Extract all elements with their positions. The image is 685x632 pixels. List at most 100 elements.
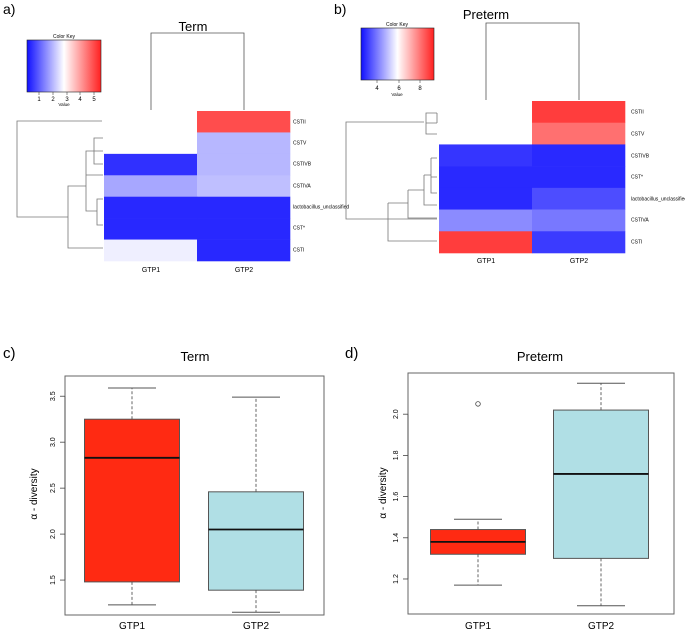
heatmap-cell-cstii-gtp2 [197, 111, 291, 133]
panel-b-row-label: CSTII [631, 109, 644, 115]
heatmap-cell-cst--gtp1 [104, 218, 198, 240]
panel-b-row-label: CSTI [631, 239, 642, 245]
panel-c-xtick-label: GTP1 [119, 621, 146, 632]
box-gtp2 [208, 491, 304, 591]
panel-d-xtick-label: GTP2 [588, 621, 615, 632]
panel-b-row-label: lactobacillus_unclassified [631, 196, 685, 202]
heatmap-cell-cstiva-gtp2 [197, 175, 291, 198]
heatmap-cell-cstivb-gtp2 [532, 144, 626, 167]
panel-c-title: Term [181, 349, 210, 364]
panel-a-color-key-xlabel: Value [58, 102, 70, 107]
panel-a-key-tick-label: 5 [92, 97, 96, 103]
panel-c-ytick-label: 1.5 [50, 575, 57, 585]
panel-a-heatmap-cells [104, 111, 291, 262]
panel-b-row-label: CSTV [631, 131, 645, 137]
panel-a-key-tick-label: 2 [51, 97, 55, 103]
panel-d: d) Preterm 1.2 1.4 1.6 1.8 2.0 α - diver… [345, 345, 675, 632]
heatmap-cell-cstii-gtp2 [532, 101, 626, 124]
heatmap-cell-cst--gtp2 [197, 218, 291, 240]
panel-a-row-dendrogram [16, 120, 103, 249]
panel-d-ytick-label: 1.6 [393, 492, 400, 502]
heatmap-cell-cstv-gtp2 [532, 122, 626, 145]
panel-a-row-label: CSTII [293, 119, 306, 125]
panel-c-ylabel: α - diversity [29, 468, 40, 519]
panel-c: c) Term 1.5 2.0 2.5 3.0 3.5 α - diversit… [3, 345, 325, 632]
heatmap-cell-lactobacillus-unclassified-gtp1 [104, 196, 198, 219]
panel-c-y-ticks: 1.5 2.0 2.5 3.0 3.5 [50, 391, 66, 585]
panel-d-title: Preterm [517, 349, 563, 364]
panel-a-column-dendrogram [150, 32, 245, 110]
panel-c-xtick-label: GTP2 [243, 621, 270, 632]
panel-c-ytick-label: 3.0 [50, 437, 57, 447]
panel-b-heatmap-cells [439, 101, 626, 254]
panel-a-key-tick-label: 4 [78, 97, 82, 103]
panel-d-boxes [430, 382, 649, 607]
panel-b-title: Preterm [463, 7, 509, 22]
panel-b-key-tick-label: 8 [418, 86, 422, 92]
panel-a-row-label: CSTI [293, 247, 304, 253]
panel-a-color-key-title: Color Key [53, 34, 75, 40]
panel-b-color-key-ticks: 4 6 8 [375, 80, 422, 92]
panel-a-color-key-gradient [26, 39, 102, 93]
panel-b-row-labels: CSTII CSTV CSTIVB CST* lactobacillus_unc… [631, 109, 685, 245]
panel-b-color-key-xlabel: Value [391, 92, 403, 97]
heatmap-cell-csti-gtp1 [104, 239, 198, 262]
heatmap-cell-cst--gtp2 [532, 166, 626, 189]
heatmap-cell-cstiva-gtp1 [104, 175, 198, 198]
panel-a-row-label: lactobacillus_unclassified [293, 204, 349, 210]
panel-b-row-label: CST* [631, 174, 643, 180]
panel-b-color-key-gradient [360, 27, 435, 81]
panel-a-row-label: CSTV [293, 140, 307, 146]
panel-b-column-label: GTP2 [570, 258, 588, 265]
outlier-point-gtp1 [475, 401, 481, 407]
panel-d-label: d) [345, 345, 358, 362]
heatmap-cell-csti-gtp2 [532, 231, 626, 254]
panel-d-xtick-label: GTP1 [465, 621, 492, 632]
panel-b-row-dendrogram [345, 112, 438, 242]
panel-a-row-labels: CSTII CSTV CSTIVB CSTIVA lactobacillus_u… [293, 119, 349, 253]
panel-a-key-tick-label: 3 [65, 97, 69, 103]
panel-c-ytick-label: 3.5 [50, 391, 57, 401]
panel-b-row-label: CSTIVB [631, 153, 650, 159]
panel-b-color-key-title: Color Key [386, 22, 408, 28]
heatmap-cell-lactobacillus-unclassified-gtp1 [439, 187, 533, 210]
heatmap-cell-cst--gtp1 [439, 166, 533, 189]
panel-a: a) Term Color Key 1 2 3 4 5 Value [3, 1, 349, 274]
panel-a-column-label: GTP2 [235, 267, 253, 274]
panel-a-row-label: CSTIVA [293, 183, 311, 189]
panel-c-boxes [84, 387, 304, 613]
panel-d-ytick-label: 1.2 [393, 574, 400, 584]
panel-b-color-key: Color Key 4 6 8 Value [360, 22, 435, 97]
heatmap-cell-cstivb-gtp2 [197, 153, 291, 176]
panel-b: b) Preterm Color Key 4 6 8 Value CSTII C… [334, 1, 685, 265]
panel-a-row-label: CSTIVB [293, 161, 312, 167]
heatmap-cell-lactobacillus-unclassified-gtp2 [197, 196, 291, 219]
heatmap-cell-lactobacillus-unclassified-gtp2 [532, 187, 626, 210]
panel-d-ytick-label: 1.4 [393, 533, 400, 543]
panel-b-row-label: CSTIVA [631, 217, 649, 223]
panel-a-label: a) [3, 1, 15, 17]
heatmap-cell-cstv-gtp2 [197, 132, 291, 155]
panel-b-key-tick-label: 6 [397, 86, 401, 92]
panel-a-color-key: Color Key 1 2 3 4 5 Value [26, 34, 102, 107]
panel-d-ytick-label: 2.0 [393, 409, 400, 419]
heatmap-cell-csti-gtp2 [197, 239, 291, 262]
heatmap-cell-cstivb-gtp1 [439, 144, 533, 167]
panel-b-column-label: GTP1 [477, 258, 495, 265]
panel-b-column-dendrogram [485, 22, 580, 100]
panel-d-ylabel: α - diversity [378, 467, 389, 518]
panel-a-row-label: CST* [293, 225, 305, 231]
panel-b-label: b) [334, 1, 346, 17]
panel-b-key-tick-label: 4 [375, 86, 379, 92]
panel-d-ytick-label: 1.8 [393, 450, 400, 460]
heatmap-cell-cstiva-gtp2 [532, 209, 626, 232]
panel-c-ytick-label: 2.5 [50, 483, 57, 493]
panel-a-column-label: GTP1 [142, 267, 160, 274]
panel-d-y-ticks: 1.2 1.4 1.6 1.8 2.0 [393, 409, 409, 584]
heatmap-cell-cstivb-gtp1 [104, 153, 198, 176]
box-gtp1 [84, 418, 180, 583]
panel-a-title: Term [179, 19, 208, 34]
panel-c-label: c) [3, 345, 16, 362]
box-gtp2 [553, 409, 649, 559]
